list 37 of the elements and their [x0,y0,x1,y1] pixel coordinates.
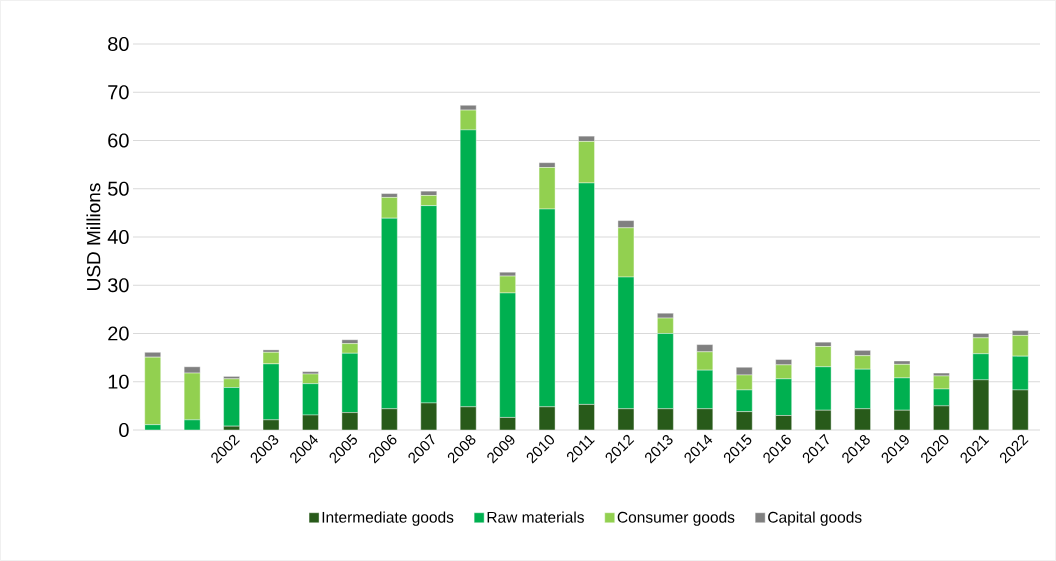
bar [696,369,714,409]
bar [223,378,240,388]
y-tick-label: 30 [108,278,129,293]
y-tick-label: 70 [108,85,129,100]
y-tick-label: 80 [108,36,129,52]
bar [499,275,516,294]
y-axis-title: USD Millions [86,183,101,290]
legend-label: Intermediate goods [322,511,454,526]
bar [420,205,437,404]
bar [657,317,674,334]
legend-label: Raw materials [487,511,584,523]
bar [302,383,319,416]
bar [893,364,911,379]
bar [854,368,871,409]
bar [499,292,516,418]
legend-label: Consumer goods [617,511,735,526]
bar [775,378,792,416]
bar [223,387,240,427]
y-tick-label: 50 [108,181,129,196]
bar [341,343,359,354]
bar [972,337,990,354]
bar [420,195,437,206]
y-tick-label: 20 [108,326,129,341]
y-tick-label: 60 [108,133,129,148]
bar [578,182,595,405]
bar [302,373,319,384]
legend-label: Capital goods [768,511,862,526]
bar [460,129,477,408]
bar [657,333,674,409]
bar [381,217,398,409]
bar [933,375,950,390]
bar [262,352,280,365]
y-tick-label: 0 [119,422,129,438]
bar [814,346,832,367]
y-tick-label: 40 [107,229,129,245]
bar [381,197,398,219]
y-tick-label: 10 [108,374,129,389]
